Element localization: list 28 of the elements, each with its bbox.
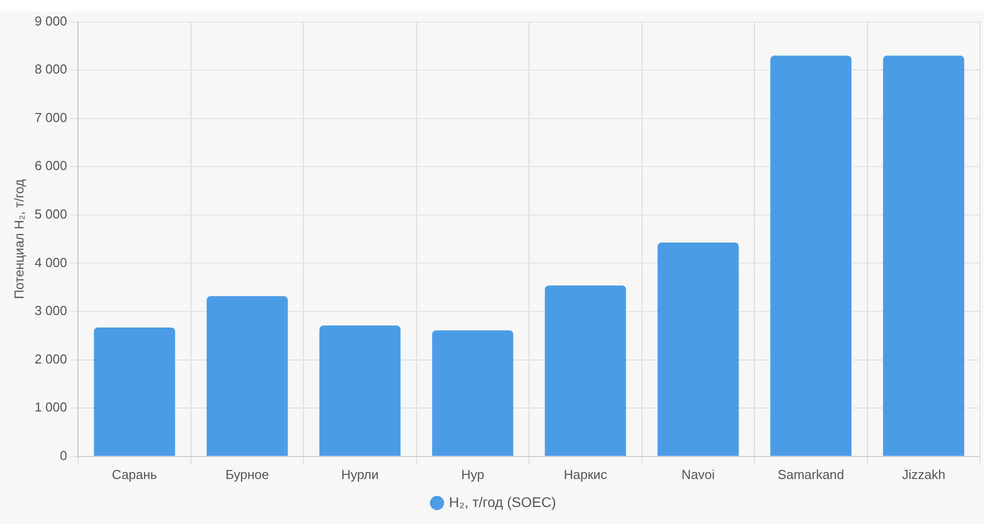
y-tick-label: 4 000 [34, 254, 68, 270]
x-tick-label: Нур [461, 466, 484, 482]
y-tick-label: 2 000 [34, 351, 68, 366]
y-tick-label: 9 000 [34, 13, 68, 28]
x-tick-label: Navoi [682, 466, 715, 482]
bar [206, 296, 288, 456]
bar [319, 326, 401, 456]
x-tick-label: Сарань [112, 466, 158, 482]
y-axis-title: Потенциал H₂, т/год [11, 178, 26, 300]
legend-label: H₂, т/год (SOEC) [449, 494, 556, 510]
y-tick-label: 8 000 [34, 62, 68, 77]
bar [94, 327, 176, 456]
bar [544, 285, 626, 456]
y-tick-label: 0 [60, 448, 68, 463]
x-tick-label: Нурли [341, 466, 379, 482]
y-tick-label: 7 000 [34, 110, 68, 125]
bar [770, 56, 852, 456]
bar [432, 330, 514, 456]
x-tick-label: Jizzakh [902, 466, 946, 482]
x-tick-label: Наркис [564, 466, 608, 482]
bar [883, 56, 964, 456]
x-tick-label: Samarkand [778, 466, 844, 482]
bar [658, 242, 739, 456]
y-tick-label: 5 000 [34, 206, 68, 222]
y-tick-label: 3 000 [34, 303, 68, 318]
x-tick-label: Бурное [226, 466, 269, 482]
y-tick-label: 1 000 [34, 400, 68, 415]
y-tick-label: 6 000 [34, 158, 68, 174]
